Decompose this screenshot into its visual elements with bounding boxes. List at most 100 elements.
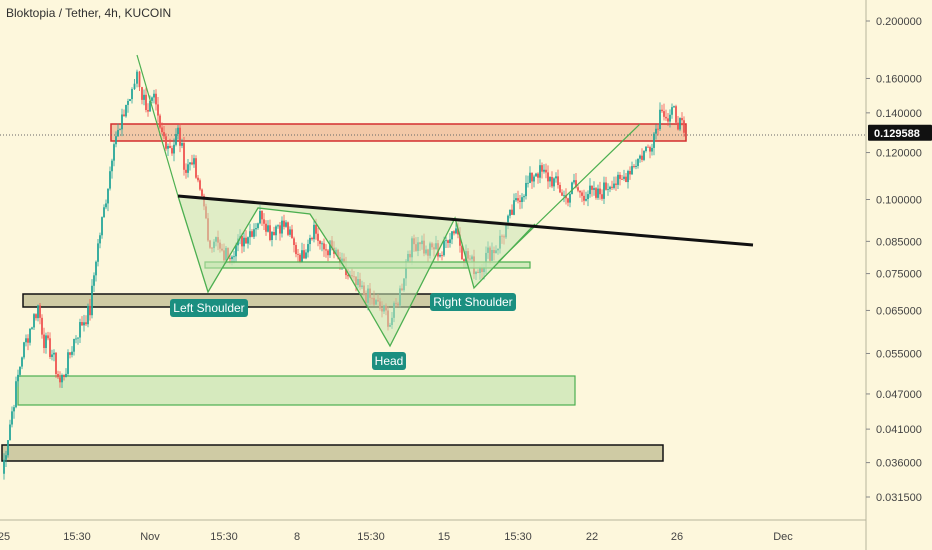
candle-body — [445, 240, 447, 242]
candle-body — [136, 71, 138, 84]
neckline — [177, 194, 754, 247]
candle-body — [507, 215, 509, 226]
candle-body — [521, 197, 523, 202]
candle-body — [77, 337, 79, 339]
candle-body — [35, 314, 37, 319]
candle-body — [643, 150, 645, 160]
candle-body — [73, 338, 75, 352]
candle-body — [123, 114, 125, 117]
candle-body — [297, 254, 299, 255]
candle-body — [579, 190, 581, 193]
candle-body — [149, 100, 151, 112]
candle-body — [441, 255, 443, 256]
y-tick-label: 0.075000 — [876, 269, 922, 281]
candle-body — [557, 176, 559, 186]
candle-body — [671, 107, 673, 115]
candle-body — [257, 223, 259, 229]
candle-body — [63, 375, 65, 377]
candle-body — [301, 250, 303, 263]
candle-body — [169, 145, 171, 149]
candle-body — [201, 189, 203, 196]
candle-body — [621, 178, 623, 180]
candle-body — [455, 228, 457, 234]
candle-body — [273, 232, 275, 236]
candle-body — [637, 158, 639, 166]
label-head-text: Head — [375, 354, 404, 368]
candle-body — [153, 93, 155, 98]
candle-body — [587, 194, 589, 200]
candle-body — [49, 338, 51, 357]
candle-body — [283, 220, 285, 227]
candle-body — [519, 200, 521, 202]
candle-body — [617, 174, 619, 185]
candle-body — [635, 165, 637, 168]
candle-body — [583, 195, 585, 201]
label-right-shoulder-bg — [430, 293, 516, 311]
candle-body — [449, 239, 451, 243]
candle-body — [11, 411, 13, 425]
y-tick-label: 0.031500 — [876, 492, 922, 504]
x-tick-label: 15:30 — [63, 531, 91, 543]
candle-body — [271, 232, 273, 240]
candle-body — [181, 143, 183, 146]
label-right-shoulder-text: Right Shoulder — [433, 295, 512, 309]
candle-body — [85, 322, 87, 325]
candle-body — [615, 183, 617, 185]
last-price-tag — [868, 124, 932, 141]
candle-body — [285, 222, 287, 227]
candle-body — [13, 407, 15, 412]
candle-body — [463, 259, 465, 262]
candle-body — [599, 188, 601, 195]
candle-body — [119, 129, 121, 131]
candle-body — [179, 127, 181, 146]
candle-body — [561, 192, 563, 196]
candle-body — [125, 104, 127, 117]
candle-body — [65, 373, 67, 377]
x-tick-label: 25 — [0, 531, 10, 543]
candle-body — [553, 178, 555, 187]
candle-body — [291, 229, 293, 239]
candle-body — [191, 162, 193, 165]
candle-body — [313, 224, 315, 240]
candle-body — [533, 176, 535, 182]
y-tick-label: 0.047000 — [876, 389, 922, 401]
candle-body — [55, 352, 57, 375]
candle-body — [159, 115, 161, 128]
candle-body — [619, 174, 621, 179]
candle-body — [609, 186, 611, 190]
candle-body — [527, 182, 529, 184]
pattern-layer — [136, 54, 754, 348]
candle-body — [197, 177, 199, 181]
y-tick-label: 0.036000 — [876, 458, 922, 470]
label-head: Head — [372, 352, 406, 370]
candle-body — [41, 317, 43, 335]
candle-body — [17, 374, 19, 382]
candle-body — [683, 120, 685, 133]
candle-body — [161, 127, 163, 133]
y-tick-label: 0.160000 — [876, 73, 922, 85]
candle-body — [515, 198, 517, 201]
candle-body — [245, 237, 247, 244]
x-tick-label: 15:30 — [210, 531, 238, 543]
candle-body — [575, 180, 577, 188]
candle-body — [261, 211, 263, 220]
candle-body — [145, 94, 147, 111]
candle-body — [157, 104, 159, 116]
candle-body — [645, 146, 647, 151]
candle-body — [95, 261, 97, 276]
candle-body — [69, 352, 71, 355]
candle-body — [247, 237, 249, 244]
candle-body — [673, 106, 675, 108]
candle-body — [187, 164, 189, 173]
candle-body — [151, 97, 153, 101]
candle-body — [199, 180, 201, 190]
candle-body — [255, 228, 257, 230]
candle-body — [525, 182, 527, 197]
candle-body — [549, 176, 551, 182]
candle-body — [657, 128, 659, 130]
y-tick-label: 0.065000 — [876, 305, 922, 317]
candle-body — [107, 188, 109, 204]
candle-body — [115, 136, 117, 145]
candle-body — [603, 182, 605, 199]
